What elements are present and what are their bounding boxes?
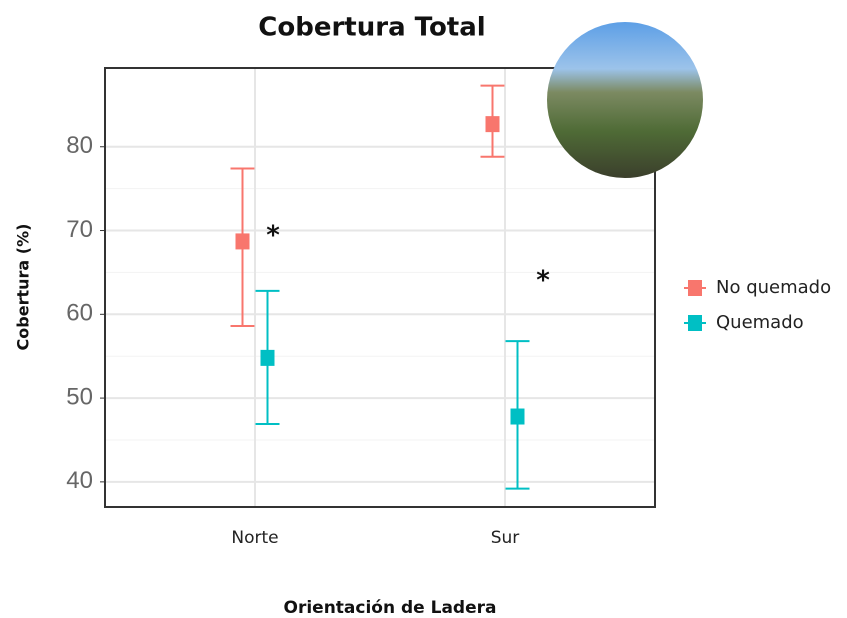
chart-title: Cobertura Total (258, 13, 485, 43)
point (510, 408, 525, 425)
point (485, 116, 500, 133)
plot-border (104, 67, 656, 508)
y-tick-label: 60 (66, 300, 93, 327)
point (260, 349, 275, 366)
y-tick-label: 40 (66, 467, 93, 494)
point (235, 233, 250, 250)
legend-label: No quemado (716, 277, 831, 298)
x-tick-label: Norte (231, 528, 278, 548)
y-axis-label: Cobertura (%) (14, 224, 33, 351)
y-tick-label: 80 (66, 132, 93, 159)
x-tick-label: Sur (491, 528, 520, 548)
annotation: * (266, 221, 280, 251)
x-axis-label: Orientación de Ladera (284, 598, 497, 618)
annotation: * (536, 266, 550, 296)
legend-label: Quemado (716, 312, 804, 333)
y-tick-label: 50 (66, 383, 93, 410)
photo (547, 22, 703, 178)
y-tick-label: 70 (66, 216, 93, 243)
